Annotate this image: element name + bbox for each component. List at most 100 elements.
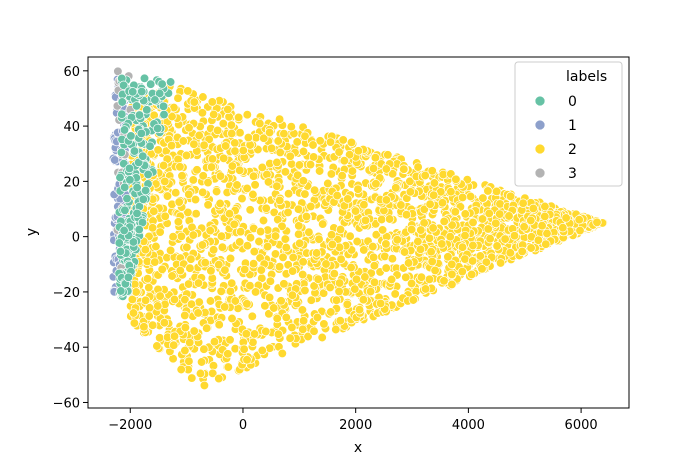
data-point-label-2 [165, 245, 176, 256]
data-point-label-2 [249, 246, 259, 257]
data-point-label-2 [159, 318, 170, 328]
data-point-label-2 [186, 254, 196, 264]
data-point-label-2 [295, 238, 305, 248]
data-point-label-2 [212, 125, 223, 136]
data-point-label-2 [365, 286, 376, 297]
data-point-label-2 [420, 170, 430, 181]
data-point-label-2 [309, 326, 319, 336]
data-point-label-2 [280, 234, 290, 244]
data-point-label-2 [215, 171, 226, 181]
x-axis-label: x [354, 440, 362, 456]
data-point-label-2 [220, 141, 231, 151]
data-point-label-2 [509, 231, 520, 241]
data-point-label-2 [277, 348, 287, 359]
legend-marker-1 [534, 119, 546, 131]
data-point-label-2 [343, 194, 353, 204]
data-point-label-2 [189, 139, 199, 149]
data-point-label-2 [150, 257, 160, 267]
data-point-label-2 [427, 256, 437, 267]
data-point-label-2 [217, 242, 228, 252]
data-point-label-2 [155, 291, 165, 301]
data-point-label-2 [326, 230, 337, 240]
data-point-label-0 [165, 77, 176, 87]
data-point-label-2 [274, 114, 285, 124]
data-point-label-2 [383, 150, 393, 160]
data-point-label-2 [240, 264, 250, 275]
data-point-label-2 [457, 242, 468, 252]
data-point-label-2 [294, 160, 305, 170]
data-point-label-2 [200, 258, 210, 268]
data-point-label-2 [368, 252, 379, 262]
data-point-label-2 [447, 269, 457, 279]
data-point-label-2 [168, 232, 178, 242]
data-point-label-2 [478, 193, 488, 203]
data-point-label-2 [241, 329, 251, 339]
data-point-label-2 [263, 177, 274, 187]
data-point-label-2 [332, 190, 342, 201]
data-point-label-2 [198, 171, 208, 181]
data-point-label-2 [311, 248, 322, 258]
data-point-label-2 [214, 320, 224, 330]
data-point-label-2 [350, 284, 360, 294]
data-point-label-2 [260, 301, 270, 311]
data-point-label-2 [186, 299, 197, 309]
data-point-label-2 [345, 231, 355, 241]
data-point-label-2 [185, 263, 195, 273]
data-point-label-2 [189, 326, 199, 336]
data-point-label-2 [131, 287, 141, 297]
data-point-label-2 [248, 189, 258, 200]
data-point-label-2 [491, 186, 502, 197]
data-point-label-2 [353, 146, 364, 156]
data-point-label-2 [203, 200, 213, 210]
data-point-label-2 [225, 253, 236, 264]
data-point-label-2 [287, 322, 297, 333]
data-point-label-2 [167, 271, 177, 281]
data-point-label-2 [381, 239, 391, 249]
data-point-label-2 [468, 240, 478, 251]
data-point-label-2 [261, 203, 271, 213]
data-point-label-2 [558, 223, 568, 233]
data-point-label-2 [237, 193, 247, 204]
data-point-label-2 [346, 137, 357, 148]
data-point-label-2 [273, 329, 284, 339]
data-point-label-2 [415, 244, 426, 254]
data-point-label-2 [197, 108, 208, 118]
data-point-label-2 [495, 209, 505, 219]
data-point-label-2 [350, 206, 361, 216]
data-point-label-2 [205, 296, 216, 306]
data-point-label-2 [443, 252, 453, 262]
data-point-label-2 [276, 296, 286, 306]
data-point-label-0 [114, 238, 124, 248]
data-point-label-2 [199, 380, 210, 391]
data-point-label-2 [285, 151, 295, 161]
data-point-label-2 [485, 234, 495, 244]
data-point-label-2 [326, 307, 336, 317]
data-point-label-2 [346, 262, 356, 273]
data-point-label-0 [150, 95, 160, 105]
data-point-label-2 [180, 295, 190, 305]
data-point-label-0 [128, 87, 138, 97]
data-point-label-2 [195, 368, 206, 379]
data-point-label-2 [342, 299, 352, 309]
data-point-label-2 [251, 133, 261, 143]
data-point-label-2 [533, 235, 544, 245]
data-point-label-2 [264, 292, 275, 303]
data-point-label-2 [248, 171, 259, 181]
data-point-label-2 [175, 162, 185, 172]
data-point-label-2 [223, 104, 233, 115]
data-point-label-2 [298, 257, 308, 267]
points-layer [108, 66, 609, 391]
data-point-label-0 [117, 97, 127, 107]
data-point-label-2 [399, 164, 409, 174]
data-point-label-0 [117, 109, 127, 119]
data-point-label-2 [368, 241, 378, 252]
data-point-label-2 [399, 247, 410, 257]
data-point-label-2 [272, 313, 282, 324]
data-point-label-2 [243, 132, 254, 143]
data-point-label-2 [233, 112, 244, 123]
data-point-label-2 [428, 223, 438, 233]
data-point-label-2 [153, 301, 163, 311]
data-point-label-2 [329, 269, 339, 279]
data-point-label-2 [401, 210, 412, 220]
